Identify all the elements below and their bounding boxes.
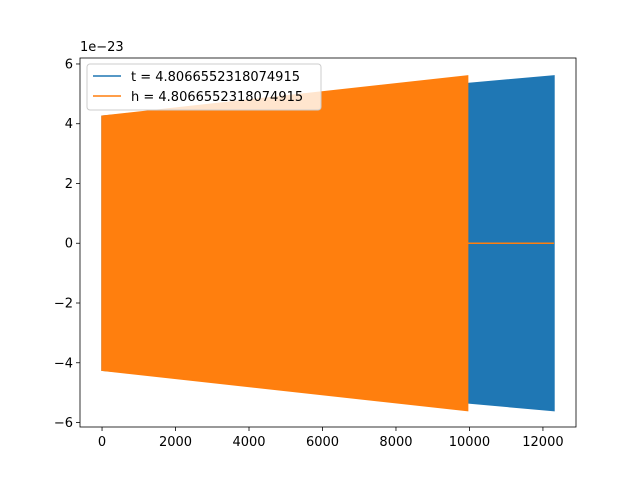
- x-axis-ticks: 0 2000 4000 6000 8000 10000 12000: [98, 427, 564, 450]
- plot-area: [101, 75, 555, 412]
- y-tick-label: 2: [65, 177, 73, 192]
- y-tick-label: −2: [54, 297, 73, 312]
- legend-label: h = 4.8066552318074915: [131, 90, 303, 105]
- x-tick-label: 12000: [522, 435, 563, 450]
- series-h-oscillation: [101, 75, 469, 412]
- axes-frame: [79, 57, 577, 428]
- y-tick-label: −6: [54, 416, 73, 431]
- x-tick-label: 4000: [232, 435, 265, 450]
- legend: t = 4.8066552318074915 h = 4.806655231807…: [86, 63, 322, 111]
- legend-frame: [86, 63, 322, 111]
- y-axis-offset-text: 1e−23: [80, 40, 124, 55]
- axes: [79, 57, 577, 428]
- y-tick-label: 6: [65, 57, 73, 72]
- x-tick-label: 10000: [449, 435, 490, 450]
- x-tick-label: 6000: [306, 435, 339, 450]
- y-tick-label: −4: [54, 356, 73, 371]
- y-axis-ticks: −6 −4 −2 0 2 4 6: [54, 57, 80, 431]
- legend-label: t = 4.8066552318074915: [131, 70, 300, 85]
- y-tick-label: 0: [65, 237, 73, 252]
- x-tick-label: 8000: [379, 435, 412, 450]
- x-tick-label: 0: [98, 435, 106, 450]
- x-tick-label: 2000: [159, 435, 192, 450]
- y-tick-label: 4: [65, 117, 73, 132]
